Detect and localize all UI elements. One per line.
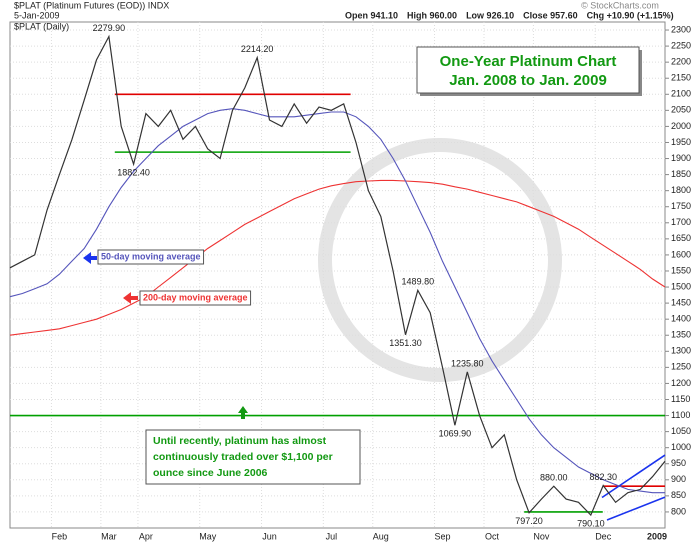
plot-frame [9,21,666,529]
y-tick-label: 850 [671,490,686,500]
value-label: 790.10 [577,518,605,528]
value-label: 880.00 [540,473,568,483]
y-tick-label: 1700 [671,217,691,227]
x-tick-label: Feb [52,531,68,541]
quote: High 960.00 [407,10,457,20]
note-box [145,429,361,485]
legend-label: $PLAT (Daily) [14,21,69,31]
date: 5-Jan-2009 [14,10,60,20]
x-tick-label: Jul [326,531,338,541]
y-tick-label: 1300 [671,346,691,356]
y-tick-label: 1800 [671,185,691,195]
note-arrow [238,406,248,419]
y-tick-label: 1500 [671,281,691,291]
x-tick-label: Aug [373,531,389,541]
value-label: 2214.20 [241,44,274,54]
y-tick-label: 1200 [671,378,691,388]
quote: Open 941.10 [345,10,398,20]
y-tick-label: 1850 [671,169,691,179]
quote: Close 957.60 [523,10,578,20]
ma50-arrow [83,252,97,264]
value-label: 882.30 [589,472,617,482]
y-tick-label: 800 [671,506,686,516]
y-tick-label: 1150 [671,394,690,404]
value-label: 1351.30 [389,338,422,348]
x-tick-label: 2009 [647,531,667,541]
note: continuously traded over $1,100 per [153,451,333,463]
y-tick-label: 900 [671,474,686,484]
legend-entry: 200-day moving average [139,290,252,306]
y-tick-label: 2100 [671,89,691,99]
credit: © StockCharts.com [581,0,659,10]
x-tick-label: Oct [485,531,500,541]
price-line [9,34,666,517]
y-tick-label: 2250 [671,40,691,50]
x-tick-label: Sep [435,531,451,541]
value-label: 797.20 [515,516,543,526]
y-tick-label: 950 [671,458,686,468]
y-tick-label: 2200 [671,57,691,67]
x-tick-label: Apr [139,531,153,541]
x-tick-label: Nov [533,531,550,541]
note: Until recently, platinum has almost [153,435,327,447]
y-tick-label: 1550 [671,265,691,275]
moving-average [9,108,665,494]
note: ounce since June 2006 [153,467,268,479]
subtitle: Jan. 2008 to Jan. 2009 [449,72,607,89]
y-tick-label: 2150 [671,73,691,83]
value-label: 1882.40 [117,168,150,178]
y-tick-label: 1400 [671,314,691,324]
x-tick-label: Mar [101,531,117,541]
legend-entry: 50-day moving average [97,249,205,265]
x-tick-label: Dec [595,531,612,541]
title-box [416,46,640,94]
y-tick-label: 1000 [671,442,691,452]
y-tick-label: 1450 [671,297,691,307]
value-label: 1069.90 [439,429,472,439]
legend-box [139,290,252,306]
y-tick-label: 2300 [671,24,691,34]
y-tick-label: 1650 [671,233,691,243]
y-tick-label: 1750 [671,201,691,211]
y-tick-label: 2000 [671,121,691,131]
y-tick-label: 1100 [671,410,690,420]
value-label: 1489.80 [402,277,435,287]
value-label: 2279.90 [93,23,126,33]
y-tick-label: 1600 [671,249,691,259]
y-tick-label: 2050 [671,105,691,115]
y-tick-label: 1250 [671,362,691,372]
legend-label: 50-day moving average [101,251,201,261]
moving-average [9,179,666,336]
quote: Chg +10.90 (+1.15%) [587,10,674,20]
ma200-arrow [123,292,138,304]
watermark [318,138,562,382]
trendline [601,454,666,499]
y-tick-label: 1350 [671,330,691,340]
legend-label: 200-day moving average [143,292,248,302]
value-label: 1235.80 [451,358,484,368]
symbol: $PLAT (Platinum Futures (EOD)) INDX [14,0,169,10]
legend-box [97,249,205,265]
y-tick-label: 1900 [671,153,691,163]
title: One-Year Platinum Chart [440,53,617,70]
y-tick-label: 1050 [671,426,691,436]
trendline [606,496,666,521]
x-tick-label: May [199,531,217,541]
x-tick-label: Jun [262,531,277,541]
quote: Low 926.10 [466,10,514,20]
y-tick-label: 1950 [671,137,691,147]
